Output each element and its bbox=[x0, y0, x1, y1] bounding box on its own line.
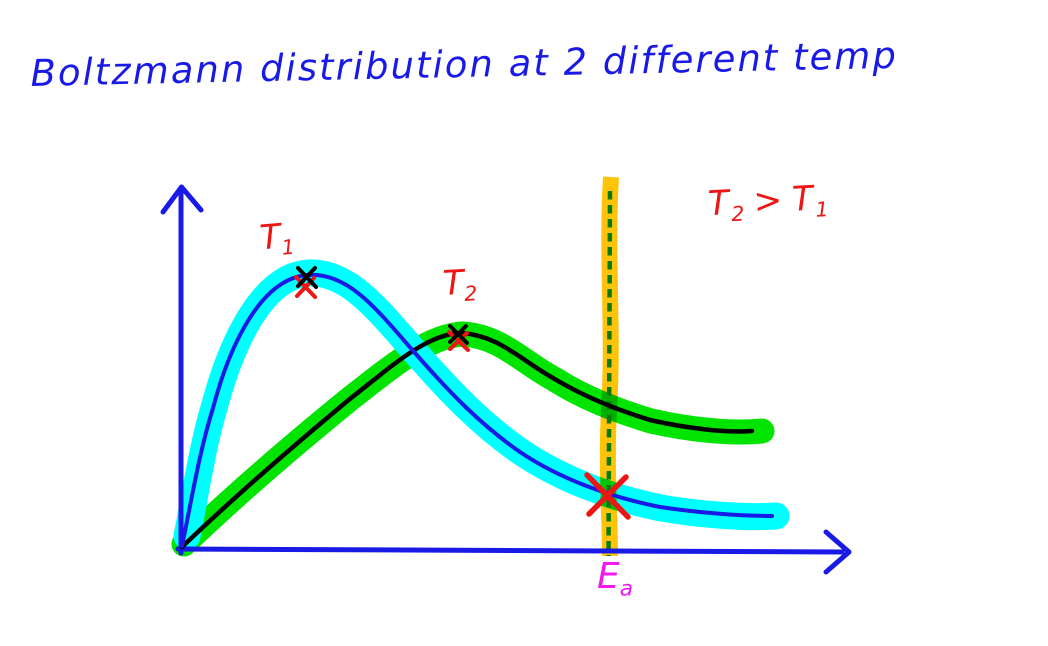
highlight-band-t1 bbox=[173, 259, 790, 550]
label-t2-subscript: 2 bbox=[463, 281, 478, 306]
peak-marker-t2-red bbox=[447, 330, 470, 352]
ea-crossing-marker-red bbox=[584, 472, 631, 520]
label-t2-base: T bbox=[441, 262, 465, 304]
label-t2-peak: T2 bbox=[442, 262, 478, 307]
label-activation-energy: Ea bbox=[597, 556, 633, 602]
y-axis-arrowhead-icon bbox=[160, 184, 204, 215]
label-temperature-inequality: T2 > T1 bbox=[707, 178, 831, 227]
inequality-rhs: T bbox=[791, 178, 816, 220]
x-axis bbox=[175, 546, 845, 555]
peak-marker-t1-black bbox=[296, 266, 318, 289]
inequality-lhs-subscript: 2 bbox=[730, 201, 747, 227]
peak-marker-t2-black bbox=[448, 324, 469, 345]
label-t1-peak: T1 bbox=[258, 216, 295, 262]
ea-base: E bbox=[597, 556, 620, 597]
label-t1-base: T bbox=[258, 216, 283, 259]
ea-dashed-line bbox=[606, 190, 613, 557]
inequality-operator: > bbox=[752, 180, 786, 222]
inequality-rhs-subscript: 1 bbox=[814, 196, 832, 222]
curve-t1 bbox=[180, 272, 774, 548]
ea-subscript: a bbox=[619, 576, 633, 602]
inequality-lhs: T bbox=[706, 183, 732, 225]
x-axis-arrowhead-icon bbox=[823, 529, 852, 575]
label-t1-subscript: 1 bbox=[280, 234, 296, 260]
curve-t2 bbox=[179, 330, 755, 550]
